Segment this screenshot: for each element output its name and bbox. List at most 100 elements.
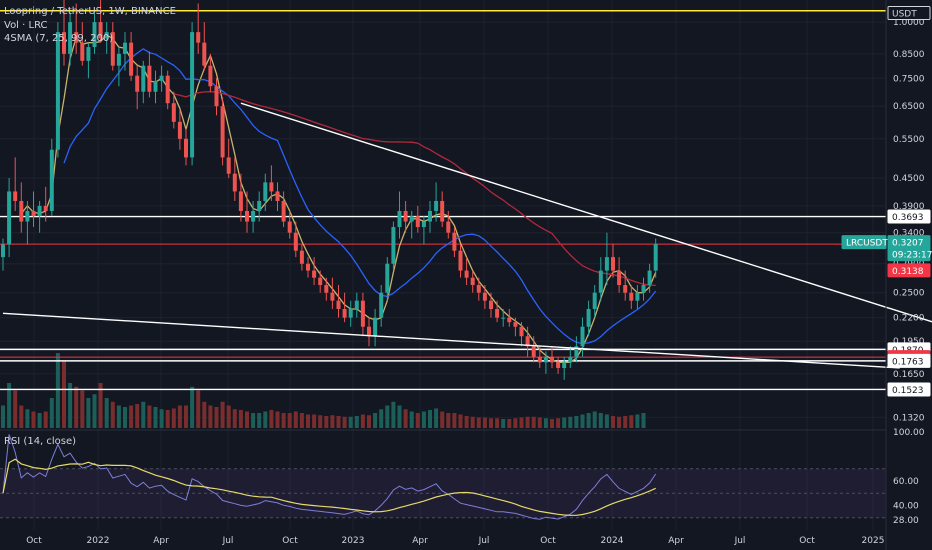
volume-bar-82 — [501, 419, 506, 428]
rsi-legend[interactable]: RSI (14, close) — [4, 436, 77, 447]
candle-body-74 — [452, 232, 457, 251]
volume-legend[interactable]: Vol · LRC — [4, 20, 48, 31]
candle-body-64 — [391, 227, 396, 264]
candle-body-55 — [336, 300, 341, 309]
candle-body-91 — [556, 362, 561, 368]
candle-body-89 — [543, 356, 548, 363]
time-tick-0: Oct — [26, 536, 42, 546]
candle-body-1 — [7, 191, 12, 245]
volume-bar-48 — [293, 411, 298, 428]
candle-body-92 — [562, 362, 567, 368]
trend-line-1 — [2, 312, 900, 369]
tag-text-4: 09:23:17 — [892, 251, 932, 261]
price-tags: USDT 0.3693 LRCUSDT 0.3207 09:23:17 0.3138 0.1… — [841, 6, 932, 397]
volume-bar-90 — [550, 419, 554, 428]
candle-body-3 — [19, 200, 24, 222]
volume-bar-101 — [617, 416, 622, 428]
tag-box-2 — [841, 235, 887, 250]
candle-body-35 — [214, 86, 219, 107]
volume-bar-56 — [342, 416, 347, 428]
volume-bar-53 — [324, 416, 329, 428]
candle-body-70 — [428, 210, 432, 222]
volume-bar-89 — [543, 418, 548, 428]
candle-body-34 — [208, 65, 213, 87]
sma-legend[interactable]: 4SMA (7, 25, 99, 200) — [4, 33, 114, 44]
symbol-legend[interactable]: Loopring / TetherUS, 1W, BINANCE — [4, 6, 176, 17]
candle-body-107 — [653, 244, 658, 271]
rsi-line — [2, 434, 657, 520]
candle-body-0 — [1, 244, 5, 258]
volume-bar-66 — [403, 409, 408, 428]
candle-body-79 — [482, 292, 487, 301]
volume-bar-96 — [586, 413, 591, 428]
candle-body-18 — [110, 32, 115, 66]
tag-text-2: LRCUSDT — [846, 239, 888, 249]
volume-bar-80 — [489, 418, 493, 428]
volume-bar-18 — [110, 401, 115, 428]
time-tick-9: 2024 — [601, 536, 624, 546]
volume-bar-77 — [470, 416, 475, 428]
volume-bar-67 — [409, 411, 414, 428]
candle-body-42 — [257, 200, 262, 211]
candle-body-28 — [171, 103, 176, 122]
volume-bar-6 — [37, 413, 42, 428]
candle-body-65 — [397, 210, 402, 228]
volume-bar-5 — [31, 411, 36, 428]
candle-body-11 — [68, 22, 73, 54]
candle-body-93 — [568, 356, 573, 363]
time-tick-10: Apr — [668, 536, 684, 546]
time-tick-5: 2023 — [342, 536, 365, 546]
candle-body-57 — [348, 308, 353, 318]
volume-bar-84 — [513, 418, 518, 428]
volume-bar-7 — [43, 411, 48, 428]
volume-bar-0 — [1, 405, 5, 428]
price-tick-13: 0.1320 — [893, 413, 925, 423]
price-tick-7: 0.3400 — [893, 229, 925, 239]
candle-body-12 — [74, 32, 79, 43]
candle-body-7 — [43, 205, 48, 211]
volume-bar-100 — [611, 416, 615, 428]
volume-bar-73 — [446, 413, 451, 428]
candle-body-17 — [104, 32, 109, 39]
volume-bar-33 — [202, 401, 207, 428]
price-tick-0: 1.0000 — [893, 18, 925, 28]
candle-body-43 — [263, 182, 268, 201]
price-tick-2: 0.7500 — [893, 74, 925, 84]
volume-bar-29 — [177, 405, 182, 428]
rsi-tick-3: 28.00 — [893, 516, 919, 526]
candle-body-52 — [318, 277, 323, 286]
candle-body-94 — [574, 346, 579, 357]
volume-bar-14 — [86, 398, 91, 428]
volume-bar-35 — [214, 407, 219, 428]
rsi-axis[interactable]: 100.00 60.00 40.00 28.00 — [893, 428, 925, 526]
volume-bar-87 — [531, 416, 536, 428]
candle-body-19 — [116, 53, 121, 66]
time-axis[interactable]: Oct 2022 Apr Jul Oct 2023 Apr Jul Oct 2024 Apr Jul O… — [26, 536, 884, 546]
tag-text-8: 0.1763 — [892, 357, 924, 367]
volume-bar-69 — [421, 411, 426, 428]
rsi-pane — [0, 434, 886, 520]
price-tick-1: 0.8500 — [893, 50, 925, 60]
candle-body-90 — [550, 356, 554, 363]
volume-bar-58 — [354, 416, 359, 428]
candle-body-47 — [287, 221, 292, 233]
volume-bar-30 — [184, 405, 188, 428]
candle-body-53 — [324, 285, 329, 293]
tag-text-9: 0.1523 — [892, 386, 924, 396]
candle-body-80 — [489, 300, 493, 309]
volume-bar-79 — [482, 417, 487, 428]
volume-bar-31 — [190, 386, 195, 428]
candle-body-81 — [495, 308, 500, 318]
volume-bar-32 — [196, 390, 201, 428]
volume-bar-40 — [245, 411, 249, 428]
candle-body-39 — [238, 191, 243, 211]
volume-bar-8 — [49, 398, 54, 428]
time-tick-2: Apr — [153, 536, 169, 546]
volume-bar-25 — [153, 407, 158, 428]
price-axis[interactable]: 1.0000 0.8500 0.7500 0.6500 0.5500 0.4500 0.39… — [893, 18, 925, 423]
tag-box-0 — [887, 6, 931, 20]
candle-body-75 — [458, 250, 463, 271]
candle-body-29 — [177, 121, 182, 139]
candle-body-61 — [373, 317, 378, 337]
